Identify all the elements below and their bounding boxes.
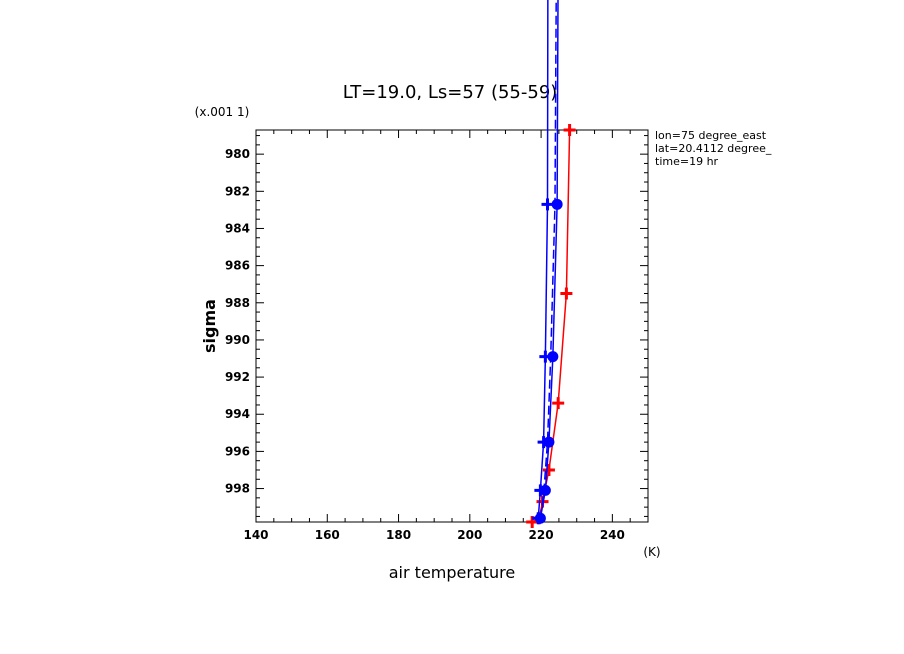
- data-point: [542, 463, 555, 476]
- series-layer: [526, 0, 576, 528]
- x-tick-label: 200: [457, 528, 482, 542]
- y-tick-label: 984: [225, 221, 250, 235]
- y-axis-label: sigma: [200, 299, 219, 353]
- y-tick-label: 980: [225, 147, 250, 161]
- data-point: [563, 124, 576, 136]
- series-0: [526, 124, 576, 528]
- x-axis-label: air temperature: [389, 563, 515, 582]
- y-tick-label: 998: [225, 482, 250, 496]
- data-point: [532, 512, 545, 525]
- y-scale-note: (x.001 1): [195, 105, 250, 119]
- series-3: [539, 0, 557, 519]
- axes: 140 160 180 200 220 240 980 982 984 986 988 990 992 9…: [225, 129, 649, 542]
- plot-frame: [255, 129, 649, 523]
- y-tick-label: 982: [225, 184, 250, 198]
- y-tick-label: 988: [225, 296, 250, 310]
- data-point: [537, 436, 550, 449]
- series-2: [532, 0, 554, 525]
- x-unit-label: (K): [643, 545, 660, 559]
- annotation-time: time=19 hr: [655, 155, 719, 168]
- data-point: [552, 397, 565, 410]
- y-tick-label: 996: [225, 444, 250, 458]
- chart-title: LT=19.0, Ls=57 (55-59): [343, 82, 558, 103]
- x-tick-label: 140: [243, 528, 268, 542]
- series-line: [531, 129, 571, 523]
- y-tick-label: 986: [225, 259, 250, 273]
- x-tick-label: 160: [315, 528, 340, 542]
- x-tick-label: 180: [386, 528, 411, 542]
- data-point: [526, 516, 539, 528]
- annotation-lon: lon=75 degree_east: [655, 129, 767, 142]
- series-line: [539, 0, 557, 519]
- x-tick-label: 240: [600, 528, 625, 542]
- y-tick-label: 992: [225, 370, 250, 384]
- series-1: [534, 0, 563, 524]
- y-tick-label: 994: [225, 407, 250, 421]
- y-tick-label: 990: [225, 333, 250, 347]
- x-tick-label: 220: [529, 528, 554, 542]
- annotation-lat: lat=20.4112 degree_: [655, 142, 772, 155]
- data-point: [539, 350, 552, 363]
- data-point: [541, 198, 554, 211]
- data-point: [560, 287, 573, 300]
